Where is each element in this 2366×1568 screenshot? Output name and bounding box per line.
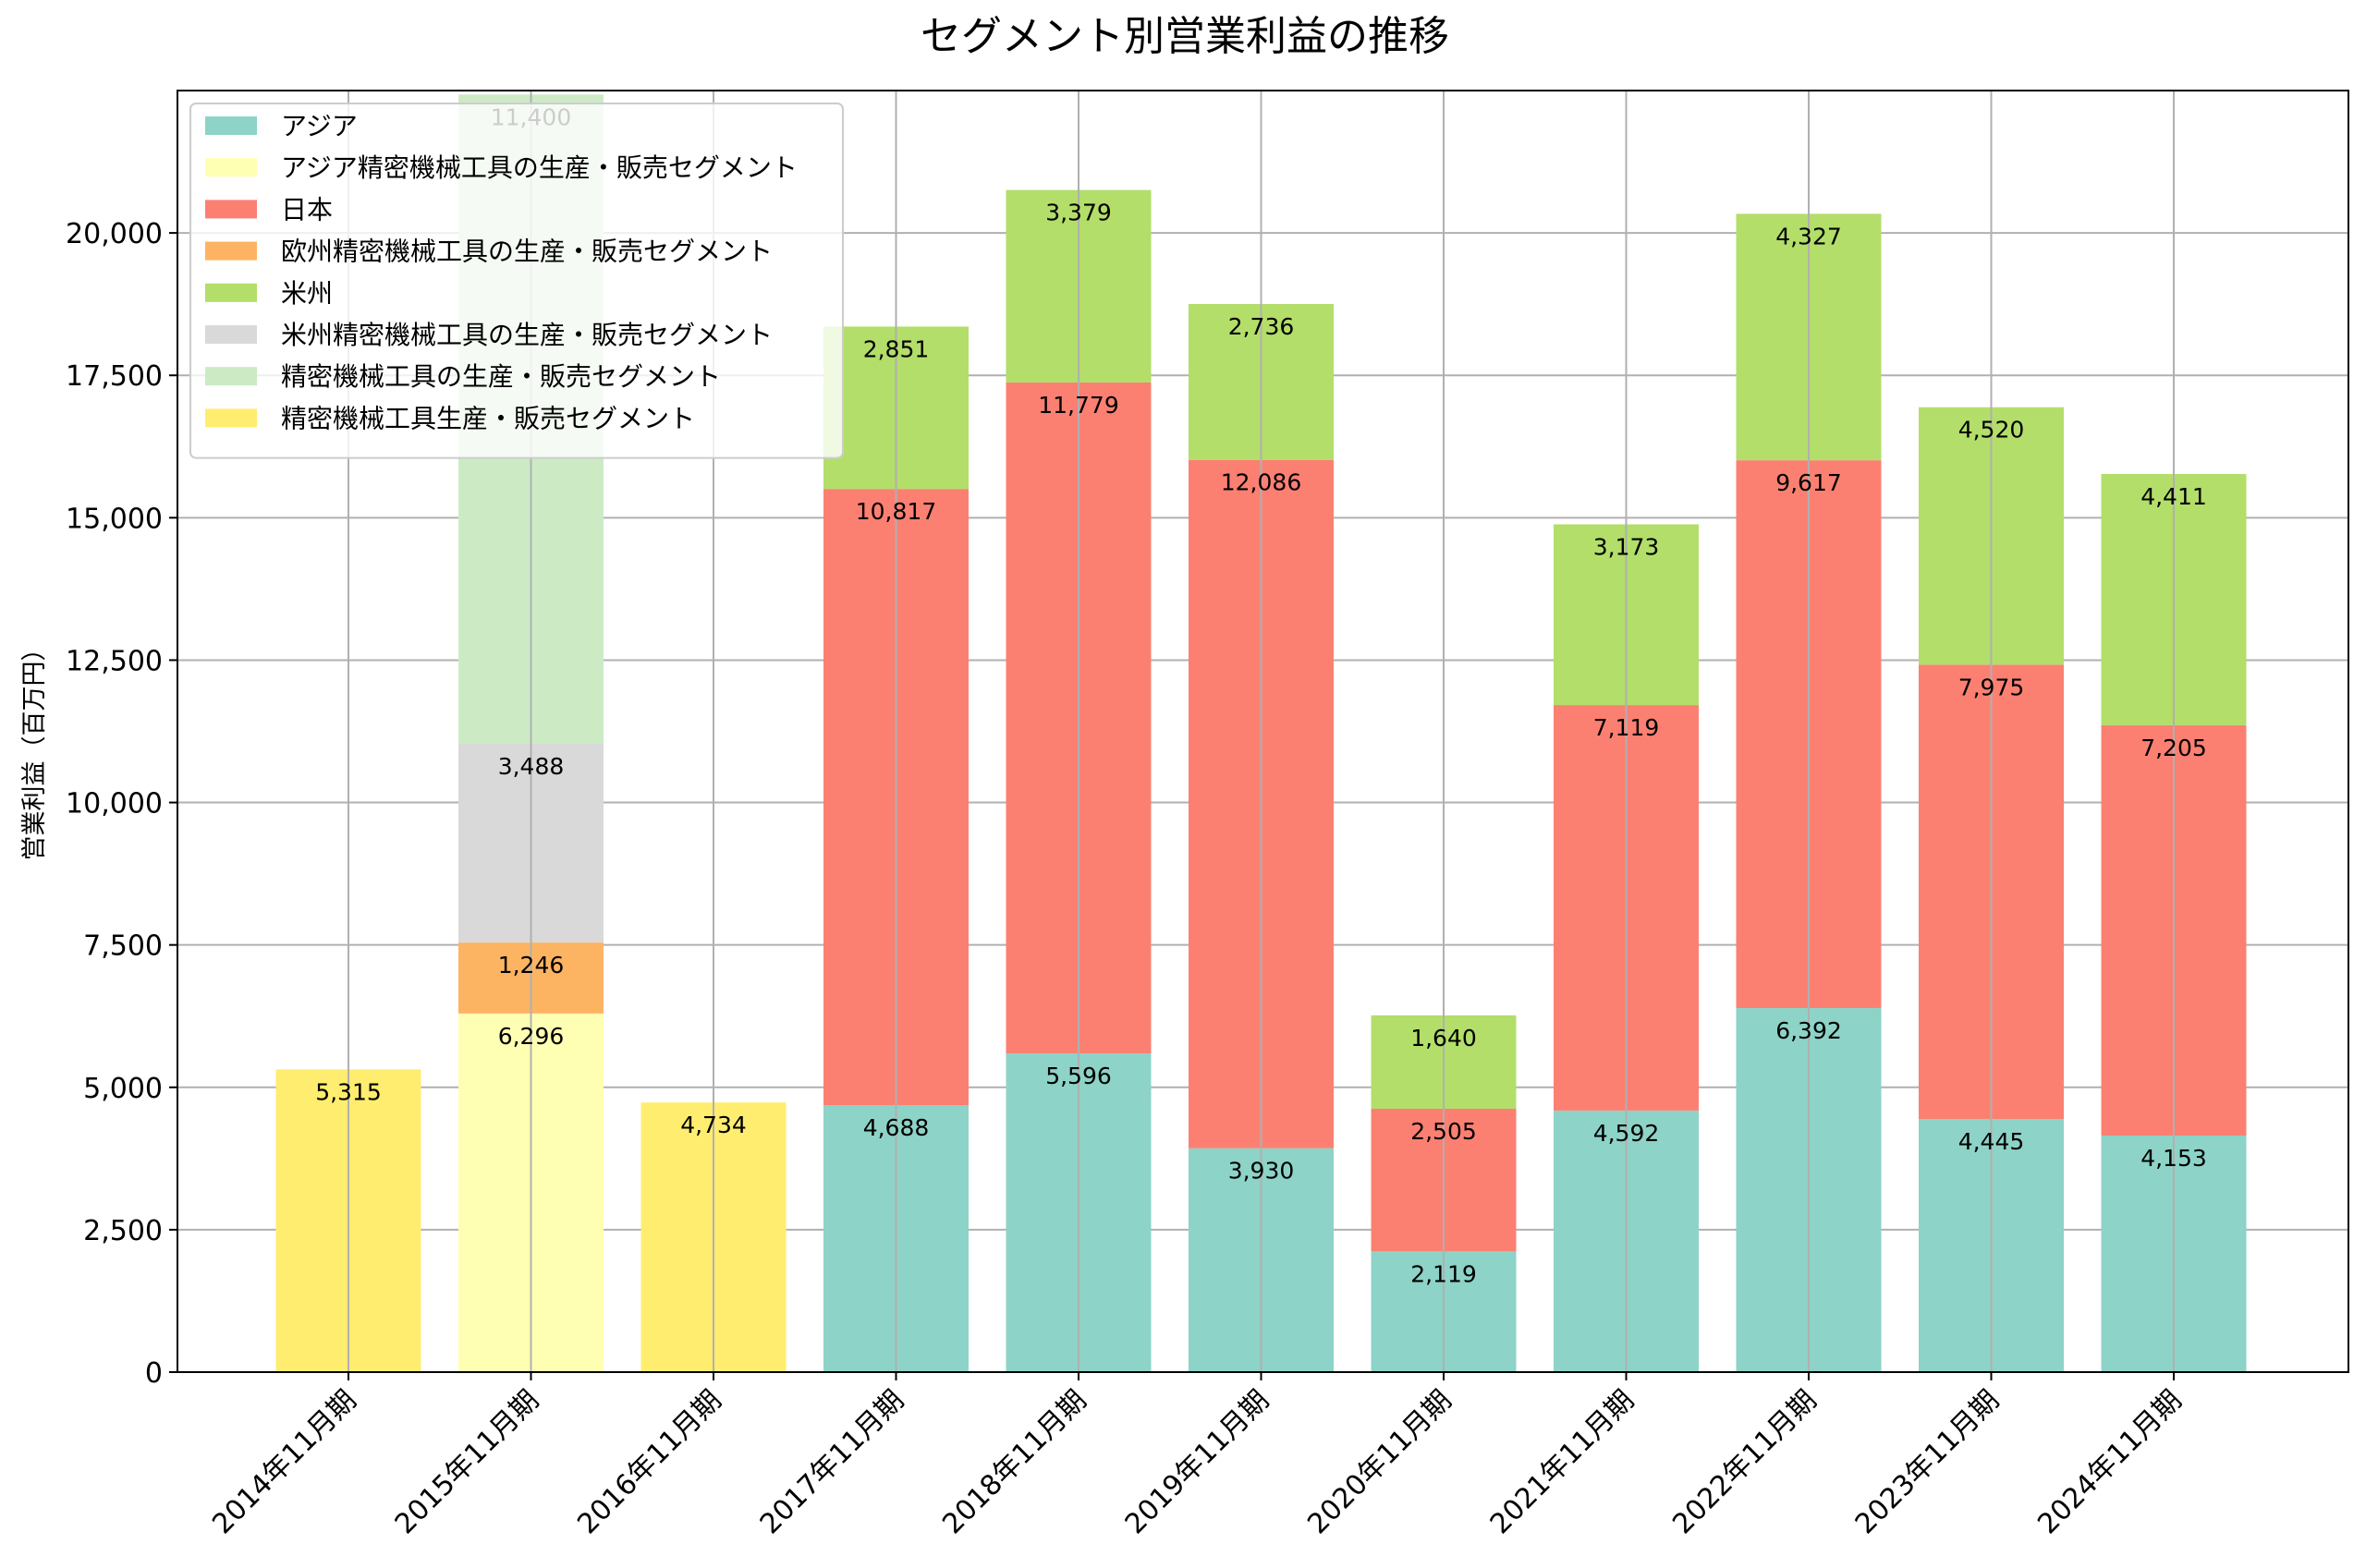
x-tick-label: 2014年11月期 (206, 1384, 362, 1540)
data-label: 3,173 (1593, 533, 1660, 560)
data-label: 4,153 (2140, 1145, 2207, 1172)
data-label: 2,736 (1228, 313, 1295, 340)
x-tick-label: 2016年11月期 (571, 1384, 727, 1540)
legend-swatch (205, 283, 257, 302)
data-label: 9,617 (1775, 469, 1842, 496)
y-tick-label: 10,000 (66, 788, 163, 820)
y-tick-label: 20,000 (66, 218, 163, 250)
legend-swatch (205, 241, 257, 261)
data-label: 3,488 (498, 753, 565, 780)
x-tick-label: 2018年11月期 (936, 1384, 1092, 1540)
x-tick-label: 2020年11月期 (1301, 1384, 1457, 1540)
legend-swatch (205, 116, 257, 135)
legend-swatch (205, 325, 257, 344)
y-tick-label: 12,500 (66, 645, 163, 677)
y-tick-label: 7,500 (83, 930, 163, 963)
data-label: 1,640 (1410, 1025, 1477, 1051)
legend-swatch (205, 408, 257, 428)
y-axis-ticks: 0 2,500 5,000 7,500 10,000 12,500 15,000 17,500… (66, 218, 177, 1390)
x-tick-label: 2019年11月期 (1119, 1384, 1275, 1540)
legend-label: 欧州精密機械工具の生産・販売セグメント (281, 237, 773, 267)
data-label: 7,975 (1958, 674, 2025, 700)
plot-frame (177, 90, 2349, 1373)
data-labels: 4,688 5,596 3,930 2,119 4,592 6,392 4,445 4,153… (315, 103, 2207, 1287)
x-tick-label: 2021年11月期 (1484, 1384, 1640, 1540)
legend-label: 日本 (281, 194, 333, 225)
data-label: 2,119 (1410, 1260, 1477, 1287)
data-label: 6,392 (1775, 1017, 1842, 1044)
data-label: 11,779 (1038, 392, 1118, 419)
data-label: 4,445 (1958, 1128, 2025, 1155)
data-label: 4,327 (1775, 223, 1842, 249)
y-tick-label: 5,000 (83, 1073, 163, 1105)
legend-swatch (205, 158, 257, 177)
data-label: 3,930 (1228, 1158, 1295, 1185)
x-tick-label: 2017年11月期 (754, 1384, 910, 1540)
data-label: 10,817 (856, 498, 936, 525)
legend-label: 米州精密機械工具の生産・販売セグメント (281, 320, 773, 350)
x-tick-label: 2023年11月期 (1849, 1384, 2006, 1540)
data-label: 4,411 (2140, 483, 2207, 510)
data-label: 4,592 (1593, 1120, 1660, 1147)
data-label: 5,596 (1045, 1063, 1112, 1089)
chart-title: セグメント別営業利益の推移 (921, 13, 1449, 60)
legend-swatch (205, 367, 257, 386)
y-axis-label: 営業利益（百万円） (20, 637, 49, 861)
legend-label: 精密機械工具の生産・販売セグメント (281, 361, 721, 392)
legend-label: アジア (281, 111, 358, 141)
legend-label: 精密機械工具生産・販売セグメント (281, 403, 695, 433)
data-label: 4,520 (1958, 417, 2025, 444)
y-tick-label: 0 (145, 1357, 163, 1390)
legend: アジアアジア精密機械工具の生産・販売セグメント日本欧州精密機械工具の生産・販売セ… (189, 103, 844, 459)
data-label: 4,688 (863, 1114, 930, 1141)
data-label: 5,315 (315, 1078, 382, 1105)
data-label: 7,119 (1593, 714, 1660, 741)
x-tick-label: 2022年11月期 (1666, 1384, 1823, 1540)
data-label: 4,734 (680, 1112, 747, 1138)
x-axis-ticks: 2014年11月期 2015年11月期 2016年11月期 2017年11月期 2018… (206, 1372, 2189, 1540)
data-label: 3,379 (1045, 200, 1112, 226)
legend-swatch (205, 200, 257, 219)
data-label: 12,086 (1221, 469, 1301, 496)
y-tick-label: 2,500 (83, 1215, 163, 1247)
data-label: 2,505 (1410, 1118, 1477, 1145)
y-tick-label: 17,500 (66, 360, 163, 393)
legend-label: 米州 (281, 278, 333, 309)
x-tick-label: 2015年11月期 (389, 1384, 545, 1540)
data-label: 2,851 (863, 335, 930, 362)
data-label: 6,296 (498, 1023, 565, 1050)
x-tick-label: 2024年11月期 (2031, 1384, 2188, 1540)
y-tick-label: 15,000 (66, 503, 163, 535)
legend-label: アジア精密機械工具の生産・販売セグメント (281, 152, 798, 183)
data-label: 1,246 (498, 952, 565, 978)
legend-box (189, 103, 844, 459)
data-label: 7,205 (2140, 735, 2207, 761)
